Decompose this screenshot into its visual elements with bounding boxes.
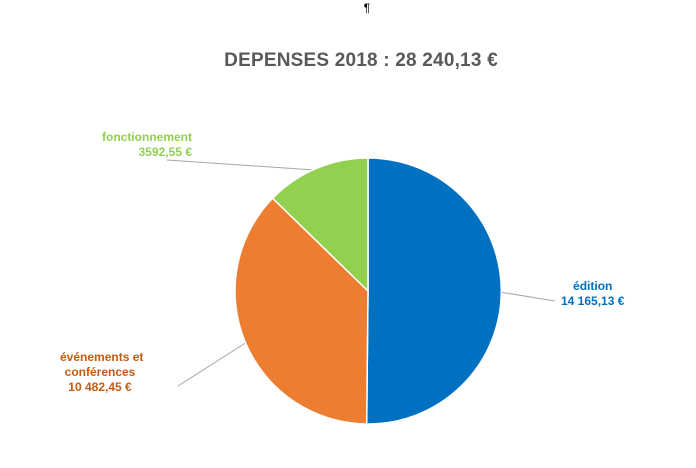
data-label-name: fonctionnement [102,130,192,144]
data-label-evenements: événements et conférences 10 482,45 € [60,350,144,395]
pie-slice [234,197,369,425]
pilcrow-mark: ¶ [363,1,371,15]
data-label-name-line-2: conférences [64,365,136,379]
leader-line [166,159,315,171]
data-label-name-line-1: événements et [60,350,144,364]
data-label-value: 10 482,45 € [68,380,132,394]
data-label-value: 3592,55 € [138,145,192,159]
leader-line [177,341,248,387]
data-label-fonctionnement: fonctionnement 3592,55 € [102,130,192,160]
data-label-edition: édition 14 165,13 € [561,279,624,309]
pie-slice [271,157,369,293]
leader-line [499,291,556,302]
pie-slice [365,157,503,425]
data-label-value: 14 165,13 € [561,294,625,308]
chart-title: DEPENSES 2018 : 28 240,13 € [224,50,498,71]
data-label-name: édition [573,279,613,293]
